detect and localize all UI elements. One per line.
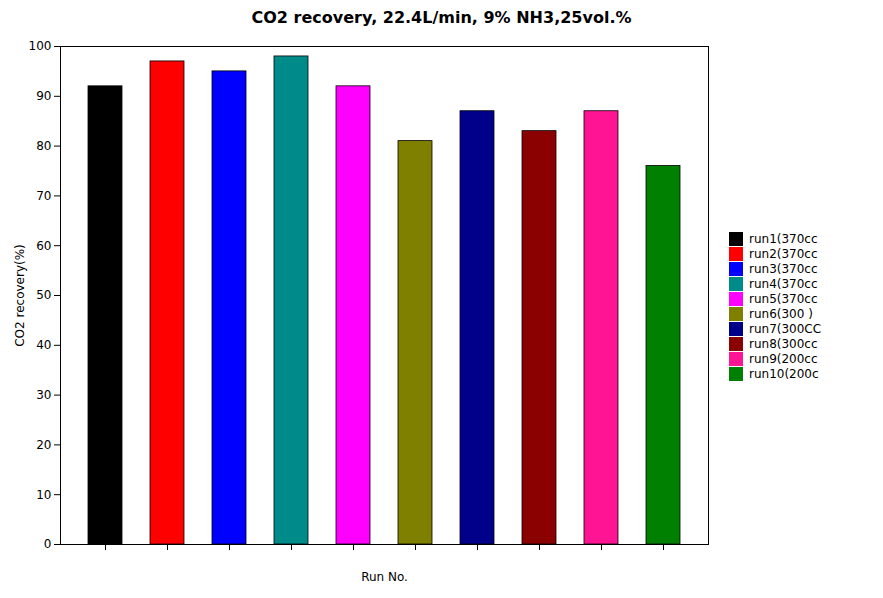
- svg-text:20: 20: [36, 438, 51, 452]
- svg-text:0: 0: [44, 537, 52, 551]
- html-text:run3(370cc: run3(370cc: [749, 262, 818, 276]
- svg-text:60: 60: [36, 239, 51, 253]
- html-text:run2(370cc: run2(370cc: [749, 247, 818, 261]
- svg-text:50: 50: [36, 288, 51, 302]
- html-text:run9(200cc: run9(200cc: [749, 352, 818, 366]
- svg-text:90: 90: [36, 89, 51, 103]
- svg-text:Run No.: Run No.: [361, 570, 408, 584]
- html-text:CO2 recovery, 22.4L/min, 9% NH: CO2 recovery, 22.4L/min, 9% NH3,25vol.%: [251, 8, 632, 27]
- html-text:run10(200c: run10(200c: [749, 367, 819, 381]
- svg-text:10: 10: [36, 488, 51, 502]
- svg-text:100: 100: [29, 39, 52, 53]
- html-text:run4(370cc: run4(370cc: [749, 277, 818, 291]
- svg-text:40: 40: [36, 338, 51, 352]
- html-text:run7(300CC: run7(300CC: [749, 322, 822, 336]
- svg-text:CO2 recovery(%): CO2 recovery(%): [13, 244, 27, 347]
- html-text:run1(370cc: run1(370cc: [749, 232, 818, 246]
- html-text:run8(300cc: run8(300cc: [749, 337, 818, 351]
- svg-text:80: 80: [36, 139, 51, 153]
- svg-text:70: 70: [36, 189, 51, 203]
- html-text:run6(300 ): run6(300 ): [749, 307, 813, 321]
- svg-text:30: 30: [36, 388, 51, 402]
- html-text:run5(370cc: run5(370cc: [749, 292, 818, 306]
